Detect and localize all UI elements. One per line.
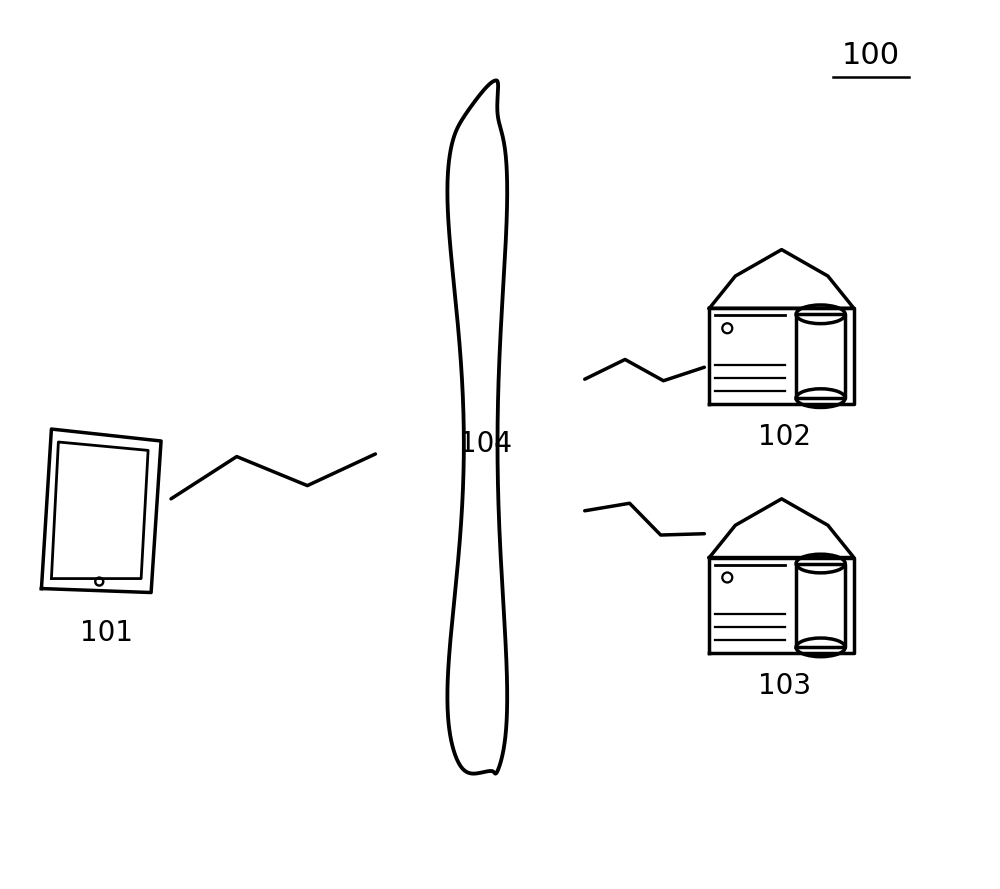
Text: 103: 103 [758, 672, 811, 701]
Text: 101: 101 [80, 620, 133, 647]
Text: 104: 104 [459, 430, 512, 458]
Text: 100: 100 [842, 41, 900, 69]
Text: 102: 102 [758, 423, 811, 451]
